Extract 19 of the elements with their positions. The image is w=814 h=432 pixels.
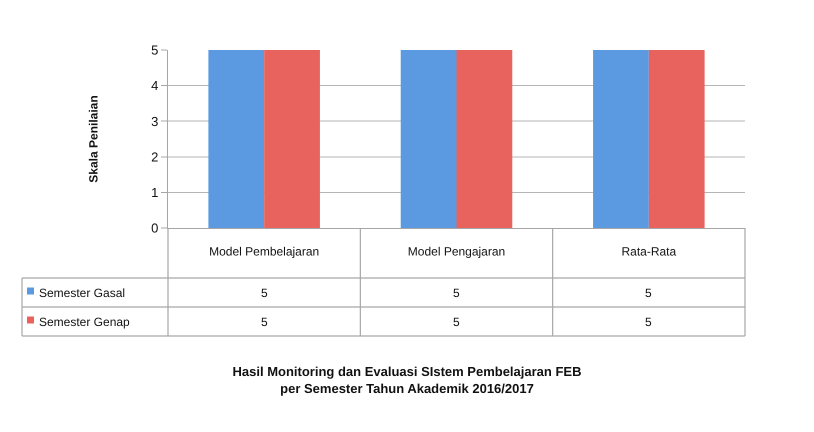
data-label: 5 (453, 315, 460, 329)
y-axis-title: Skala Penilaian (86, 95, 100, 183)
y-tick-label: 3 (151, 114, 158, 129)
legend-label: Semester Gasal (39, 286, 126, 300)
text: Hasil Monitoring dan Evaluasi SIstem Pembelajaran FEB per Semester Tahun Akademik 2016/2017 (232, 364, 582, 396)
y-tick-label: 4 (151, 78, 158, 94)
y-tick-label: 0 (151, 220, 158, 236)
data-label: 5 (453, 286, 460, 300)
x-tick-label: Model Pengajaran (408, 244, 506, 258)
y-tick-label: 1 (151, 184, 158, 200)
y-tick-label: 2 (151, 149, 158, 164)
legend-label: Semester Genap (39, 315, 130, 329)
x-tick-label: Model Pembelajaran (209, 244, 320, 258)
data-label: 5 (261, 286, 268, 300)
data-label: 5 (261, 315, 268, 329)
data-label: 5 (645, 315, 652, 329)
data-label: 5 (645, 286, 652, 300)
x-tick-label: Rata-Rata (621, 244, 676, 258)
y-tick-label: 5 (151, 42, 158, 58)
